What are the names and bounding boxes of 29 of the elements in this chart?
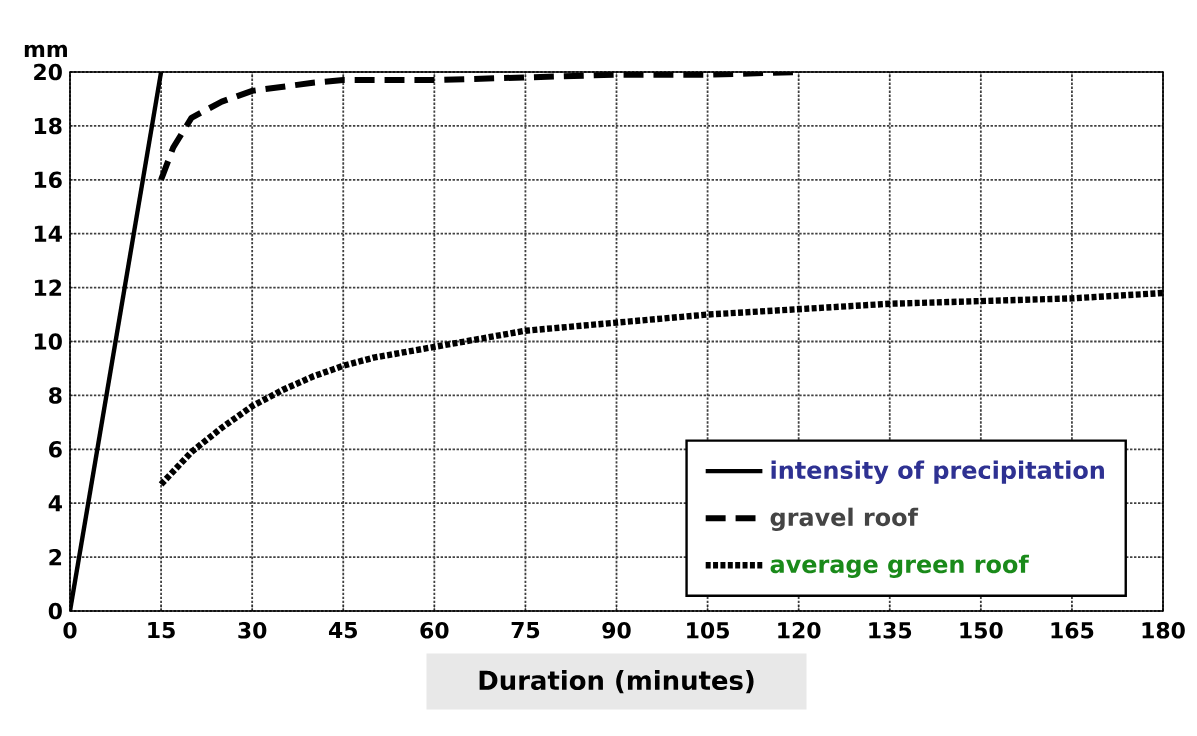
- x-tick-label: 30: [238, 622, 267, 639]
- legend-label: gravel roof: [770, 507, 919, 531]
- x-tick-label: 45: [328, 622, 357, 639]
- y-tick-label: 12: [34, 279, 62, 296]
- x-tick-label: 60: [420, 622, 449, 639]
- legend-label: average green roof: [770, 554, 1030, 579]
- x-tick-label: 180: [1142, 622, 1185, 639]
- y-tick-label: 18: [34, 117, 62, 135]
- x-tick-label: 135: [869, 622, 912, 639]
- x-tick-label: 120: [778, 622, 821, 639]
- y-tick-label: 16: [34, 171, 62, 189]
- y-tick-label: 2: [49, 548, 62, 566]
- legend-label: intensity of precipitation: [771, 460, 1104, 484]
- y-tick-label: 4: [48, 495, 62, 512]
- y-tick-label: 14: [34, 225, 62, 242]
- y-tick-label: 8: [49, 387, 62, 404]
- x-tick-label: 15: [148, 622, 175, 639]
- x-tick-label: 150: [960, 622, 1003, 639]
- x-tick-label: 0: [63, 622, 77, 639]
- y-tick-label: 0: [48, 602, 62, 620]
- x-axis-title: Duration (minutes): [479, 670, 754, 694]
- x-tick-label: 165: [1051, 622, 1094, 639]
- y-tick-label: 20: [34, 63, 62, 81]
- y-axis-title: mm: [24, 44, 67, 57]
- x-tick-label: 90: [602, 622, 631, 639]
- x-tick-label: 105: [687, 622, 729, 639]
- x-tick-label: 75: [511, 622, 540, 639]
- y-tick-label: 6: [49, 441, 62, 458]
- y-tick-label: 10: [34, 333, 62, 350]
